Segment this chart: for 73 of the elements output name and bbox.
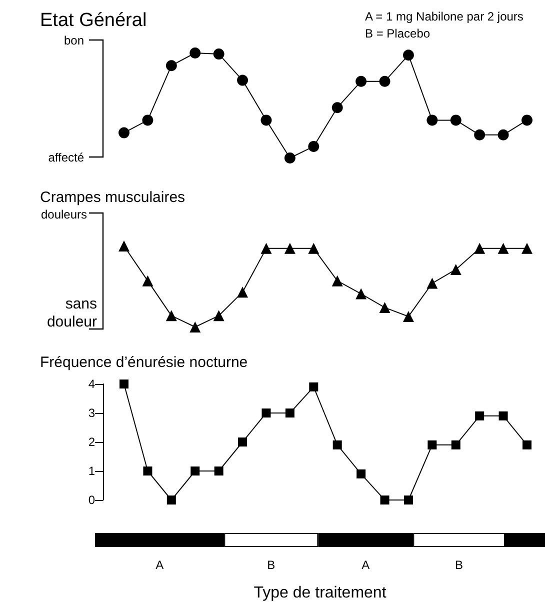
- point: [142, 114, 154, 126]
- point: [498, 411, 508, 420]
- point: [379, 76, 390, 87]
- y-tick-label: 3: [88, 406, 96, 420]
- point: [285, 408, 294, 418]
- point: [190, 322, 201, 332]
- point: [120, 380, 128, 388]
- text: douleurs: [40, 208, 87, 222]
- point: [166, 496, 176, 504]
- series-label: A: [156, 558, 164, 572]
- y-tick-label: 2: [88, 435, 96, 449]
- point: [332, 275, 343, 286]
- point: [142, 275, 154, 286]
- point: [166, 60, 177, 72]
- point: [308, 242, 320, 254]
- point: [118, 240, 130, 252]
- point: [404, 496, 413, 504]
- chart-title: Etat Général: [40, 10, 147, 31]
- point: [380, 496, 390, 504]
- point: [332, 440, 342, 450]
- point: [214, 466, 224, 476]
- series-label: B: [267, 558, 276, 572]
- point: [498, 242, 509, 254]
- point: [522, 242, 532, 254]
- point: [450, 114, 462, 126]
- point: [402, 310, 414, 322]
- chart-title: Fréquence d’énurésie nocturne: [40, 354, 248, 371]
- point: [284, 242, 296, 254]
- point: [213, 310, 224, 322]
- point: [308, 140, 320, 152]
- point: [428, 440, 437, 450]
- point: [213, 48, 224, 60]
- y-tick-label: 4: [88, 377, 96, 391]
- point: [402, 50, 414, 61]
- point: [332, 102, 343, 114]
- point: [450, 264, 462, 275]
- text: affecté: [48, 150, 84, 164]
- point: [262, 408, 271, 418]
- point: [498, 129, 509, 140]
- point: [284, 152, 296, 164]
- text: A = 1 mg Nabilone par 2 jours: [365, 10, 524, 24]
- series-label: A: [362, 558, 370, 572]
- text: sans douleur: [46, 296, 97, 330]
- x-axis-title: Type de traitement: [254, 584, 387, 602]
- point: [356, 288, 367, 300]
- point: [238, 438, 248, 446]
- y-tick-label: 0: [88, 493, 96, 507]
- point: [166, 310, 177, 322]
- point: [309, 382, 318, 392]
- point: [426, 278, 438, 289]
- point: [522, 440, 532, 450]
- y-tick-label: 1: [88, 464, 96, 478]
- point: [522, 114, 532, 126]
- point: [118, 127, 130, 138]
- point: [379, 302, 390, 314]
- point: [190, 466, 200, 476]
- point: [474, 242, 486, 254]
- point: [260, 114, 272, 126]
- point: [426, 114, 438, 126]
- point: [237, 286, 248, 298]
- point: [356, 469, 366, 478]
- point: [475, 411, 484, 420]
- point: [143, 466, 152, 476]
- series-label: B: [455, 558, 464, 572]
- chart-title: Crampes musculaires: [40, 189, 186, 206]
- point: [474, 129, 486, 140]
- text: bon: [64, 34, 84, 48]
- point: [237, 74, 248, 86]
- point: [190, 48, 201, 58]
- point: [451, 440, 460, 450]
- point: [356, 76, 367, 87]
- text: B = Placebo: [365, 26, 430, 40]
- point: [260, 242, 272, 254]
